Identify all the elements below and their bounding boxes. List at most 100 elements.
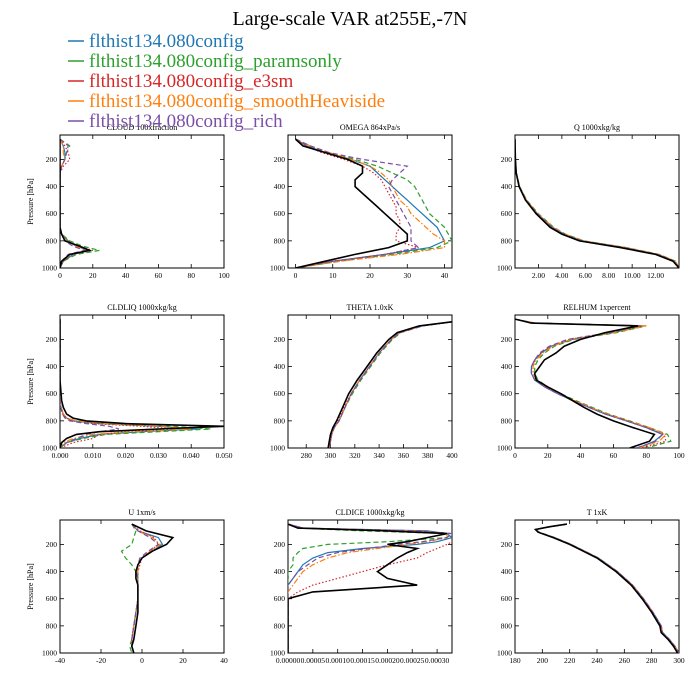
y-tick-label: 600: [274, 389, 286, 398]
y-tick-label: 200: [46, 540, 58, 549]
y-tick-label: 200: [274, 155, 286, 164]
x-tick-label: 40: [441, 271, 449, 280]
reference-line: [515, 139, 679, 268]
reference-line: [533, 523, 679, 653]
y-tick-label: 1000: [42, 444, 57, 453]
series-line-1: [60, 319, 211, 448]
reference-line: [327, 321, 452, 448]
x-tick-label: 30: [404, 271, 412, 280]
series-line-1: [515, 139, 679, 268]
y-tick-label: 400: [46, 182, 58, 191]
legend-item: flthist134.080config: [68, 31, 244, 52]
panel-title: OMEGA 864xPa/s: [340, 123, 400, 132]
y-tick-label: 200: [46, 155, 58, 164]
plot-frame: [59, 519, 225, 654]
series-line-4: [60, 319, 120, 448]
x-tick-label: 100: [218, 271, 230, 280]
series-line-4: [515, 318, 664, 448]
series-line-3: [515, 318, 667, 448]
y-tick-label: 600: [274, 594, 286, 603]
legend-item: flthist134.080config_e3sm: [68, 71, 293, 92]
x-tick-label: 40: [122, 271, 130, 280]
panel-title: THETA 1.0xK: [347, 303, 394, 312]
x-tick-label: 0: [58, 271, 62, 280]
x-tick-label: 8.00: [602, 271, 615, 280]
y-tick-label: 800: [274, 236, 286, 245]
y-tick-label: 800: [274, 621, 286, 630]
series-line-4: [131, 523, 160, 653]
x-tick-label: 12.00: [647, 271, 664, 280]
panel-4: THETA 1.0xK 200 400 600 800 1000 280 300 320 340 3…: [270, 303, 458, 460]
x-tick-label: 80: [642, 451, 650, 460]
x-tick-label: 6.00: [579, 271, 592, 280]
panel-title: CLDICE 1000xkg/kg: [335, 508, 404, 517]
series-line-2: [295, 138, 419, 268]
x-tick-label: 100: [673, 451, 685, 460]
y-tick-label: 400: [46, 362, 58, 371]
x-tick-label: 300: [673, 656, 685, 665]
y-tick-label: 600: [274, 209, 286, 218]
y-tick-label: 1000: [497, 264, 512, 273]
y-tick-label: 600: [46, 594, 58, 603]
x-tick-label: 0.040: [183, 451, 200, 460]
reference-line: [515, 318, 656, 448]
panel-1: OMEGA 864xPa/s 200 400 600 800 1000 0 10 20 30 40: [270, 123, 453, 280]
x-tick-label: 0: [294, 271, 298, 280]
y-tick-label: 600: [46, 389, 58, 398]
x-tick-label: 4.00: [555, 271, 568, 280]
y-tick-label: 200: [501, 155, 513, 164]
x-tick-label: 240: [591, 656, 603, 665]
series-line-2: [288, 523, 452, 653]
panel-3: CLDLIQ 1000xkg/kg Pressure [hPa] 200 400 600…: [26, 303, 233, 460]
series-line-1: [328, 321, 452, 448]
series-line-4: [515, 139, 679, 268]
series-line-4: [60, 138, 87, 268]
y-tick-label: 800: [274, 416, 286, 425]
x-tick-label: -20: [96, 656, 106, 665]
series-line-3: [515, 139, 679, 268]
x-tick-label: 2.00: [532, 271, 545, 280]
x-tick-label: 0: [140, 656, 144, 665]
reference-line: [60, 319, 224, 448]
legend-label: flthist134.080config_paramsonly: [89, 51, 342, 72]
x-tick-label: 20: [366, 271, 374, 280]
legend-label: flthist134.080config_rich: [89, 111, 283, 132]
x-tick-label: 340: [373, 451, 385, 460]
figure-title: Large-scale VAR at255E,-7N: [233, 8, 468, 30]
x-tick-label: 20: [544, 451, 552, 460]
y-tick-label: 200: [274, 540, 286, 549]
y-tick-label: 200: [274, 335, 286, 344]
x-tick-label: 0.00015: [350, 656, 375, 665]
y-axis-label: Pressure [hPa]: [26, 358, 35, 405]
panel-title: CLDLIQ 1000xkg/kg: [107, 303, 177, 312]
x-tick-label: 40: [577, 451, 585, 460]
series-line-3: [60, 319, 192, 448]
y-tick-label: 1000: [42, 264, 57, 273]
series-line-2: [131, 523, 160, 653]
legend-label: flthist134.080config_e3sm: [89, 71, 293, 92]
series-line-1: [533, 523, 679, 653]
x-tick-label: 400: [446, 451, 458, 460]
plot-frame: [287, 519, 453, 654]
y-tick-label: 800: [501, 621, 513, 630]
x-tick-label: 280: [646, 656, 658, 665]
reference-line: [294, 138, 409, 268]
series-line-2: [515, 139, 679, 268]
y-tick-label: 600: [501, 594, 513, 603]
x-tick-label: 0.00000: [276, 656, 301, 665]
reference-line: [130, 523, 175, 653]
plot-frame: [514, 134, 680, 269]
reference-line: [60, 139, 93, 268]
x-tick-label: 0.020: [117, 451, 134, 460]
x-tick-label: 80: [187, 271, 195, 280]
series-line-4: [295, 138, 420, 268]
x-tick-label: 20: [89, 271, 97, 280]
y-tick-label: 400: [274, 182, 286, 191]
y-tick-label: 800: [46, 621, 58, 630]
series-line-2: [515, 318, 667, 448]
plot-frame: [287, 314, 453, 449]
series-line-2: [534, 523, 679, 653]
legend-label: flthist134.080config: [89, 31, 244, 52]
